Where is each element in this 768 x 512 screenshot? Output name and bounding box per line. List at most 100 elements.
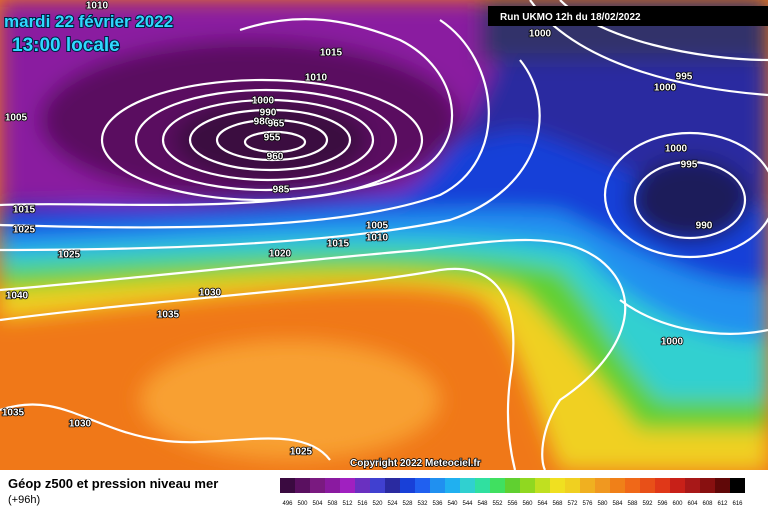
scale-swatch — [655, 478, 670, 493]
scale-swatch — [445, 478, 460, 493]
scale-swatch — [700, 478, 715, 493]
scale-label: 552 — [492, 501, 503, 507]
scale-label: 584 — [612, 501, 623, 507]
run-box — [488, 6, 768, 26]
scale-swatch — [610, 478, 625, 493]
scale-label: 504 — [312, 501, 323, 507]
scale-label: 588 — [627, 501, 638, 507]
scale-swatch — [550, 478, 565, 493]
scale-label: 500 — [297, 501, 308, 507]
scale-swatch — [325, 478, 340, 493]
isobar-label: 1025 — [13, 225, 36, 236]
scale-swatch — [400, 478, 415, 493]
isobar-label: 1005 — [366, 221, 389, 232]
isobar-label: 965 — [268, 119, 285, 130]
isobar-label: 1000 — [252, 96, 275, 107]
scale-swatch — [340, 478, 355, 493]
scale-label: 600 — [672, 501, 683, 507]
scale-swatch — [535, 478, 550, 493]
isobar-label: 985 — [273, 185, 290, 196]
scale-swatch — [490, 478, 505, 493]
scale-swatch — [730, 478, 745, 493]
scale-label: 528 — [402, 501, 413, 507]
isobar-label: 1010 — [86, 1, 109, 12]
scale-label: 616 — [732, 501, 743, 507]
isobar-label: 1015 — [320, 48, 343, 59]
isobar-label: 1000 — [665, 144, 688, 155]
scale-swatch — [385, 478, 400, 493]
isobar-label: 960 — [267, 152, 284, 163]
isobar-label: 1030 — [69, 419, 92, 430]
scale-swatch — [415, 478, 430, 493]
scale-label: 560 — [522, 501, 533, 507]
scale-swatch — [715, 478, 730, 493]
scale-label: 604 — [687, 501, 698, 507]
isobar-label: 1035 — [157, 310, 180, 321]
isobar-label: 995 — [681, 160, 698, 171]
run-info: Run UKMO 12h du 18/02/2022 — [500, 12, 641, 23]
scale-label: 536 — [432, 501, 443, 507]
isobar-label: 1000 — [529, 29, 552, 40]
scale-label: 496 — [282, 501, 293, 507]
scale-swatch — [595, 478, 610, 493]
scale-swatch — [640, 478, 655, 493]
scale-swatch — [505, 478, 520, 493]
scale-label: 612 — [717, 501, 728, 507]
scale-swatch — [580, 478, 595, 493]
scale-label: 608 — [702, 501, 713, 507]
scale-label: 568 — [552, 501, 563, 507]
scale-label: 512 — [342, 501, 353, 507]
scale-swatch — [430, 478, 445, 493]
scale-label: 564 — [537, 501, 548, 507]
scale-label: 556 — [507, 501, 518, 507]
isobar-label: 1000 — [661, 337, 684, 348]
scale-swatch — [685, 478, 700, 493]
scale-label: 540 — [447, 501, 458, 507]
isobar-label: 1020 — [269, 249, 292, 260]
scale-label: 576 — [582, 501, 593, 507]
isobar-label: 1015 — [327, 239, 350, 250]
scale-label: 572 — [567, 501, 578, 507]
lead-time: (+96h) — [8, 494, 40, 506]
scale-swatch — [475, 478, 490, 493]
isobar-label: 980 — [254, 117, 271, 128]
scale-swatch — [520, 478, 535, 493]
scale-label: 544 — [462, 501, 473, 507]
local-time: 13:00 locale — [12, 35, 120, 56]
map-field: 1010101510101000990980965955960985100510… — [0, 0, 768, 470]
copyright: Copyright 2022 Meteociel.fr — [350, 458, 481, 469]
isobar-label: 1025 — [290, 447, 313, 458]
scale-swatch — [355, 478, 370, 493]
isobar-label: 1000 — [654, 83, 677, 94]
scale-label: 508 — [327, 501, 338, 507]
scale-label: 520 — [372, 501, 383, 507]
legend-title: Géop z500 et pression niveau mer — [8, 476, 218, 491]
isobar-label: 990 — [696, 221, 713, 232]
scale-swatch — [625, 478, 640, 493]
scale-swatch — [460, 478, 475, 493]
scale-swatch — [370, 478, 385, 493]
scale-swatch — [670, 478, 685, 493]
isobar-label: 1015 — [13, 205, 36, 216]
isobar-label: 1035 — [2, 408, 25, 419]
scale-swatch — [565, 478, 580, 493]
isobar-label: 1025 — [58, 250, 81, 261]
isobar-label: 955 — [264, 133, 281, 144]
isobar-labels: 1010101510101000990980965955960985100510… — [1, 0, 714, 458]
isobar-label: 990 — [260, 108, 277, 119]
date: mardi 22 février 2022 — [4, 12, 173, 31]
scale-label: 596 — [657, 501, 668, 507]
isobar-label: 1010 — [305, 73, 328, 84]
scale-label: 532 — [417, 501, 428, 507]
isobar-label: 1005 — [5, 113, 28, 124]
isobar-label: 1030 — [199, 288, 222, 299]
isobar-label: 1040 — [6, 291, 29, 302]
scale-swatch — [310, 478, 325, 493]
scale-label: 580 — [597, 501, 608, 507]
scale-swatch — [295, 478, 310, 493]
isobar-label: 1010 — [366, 233, 389, 244]
scale-label: 524 — [387, 501, 398, 507]
isobar-label: 995 — [676, 72, 693, 83]
scale-label: 548 — [477, 501, 488, 507]
